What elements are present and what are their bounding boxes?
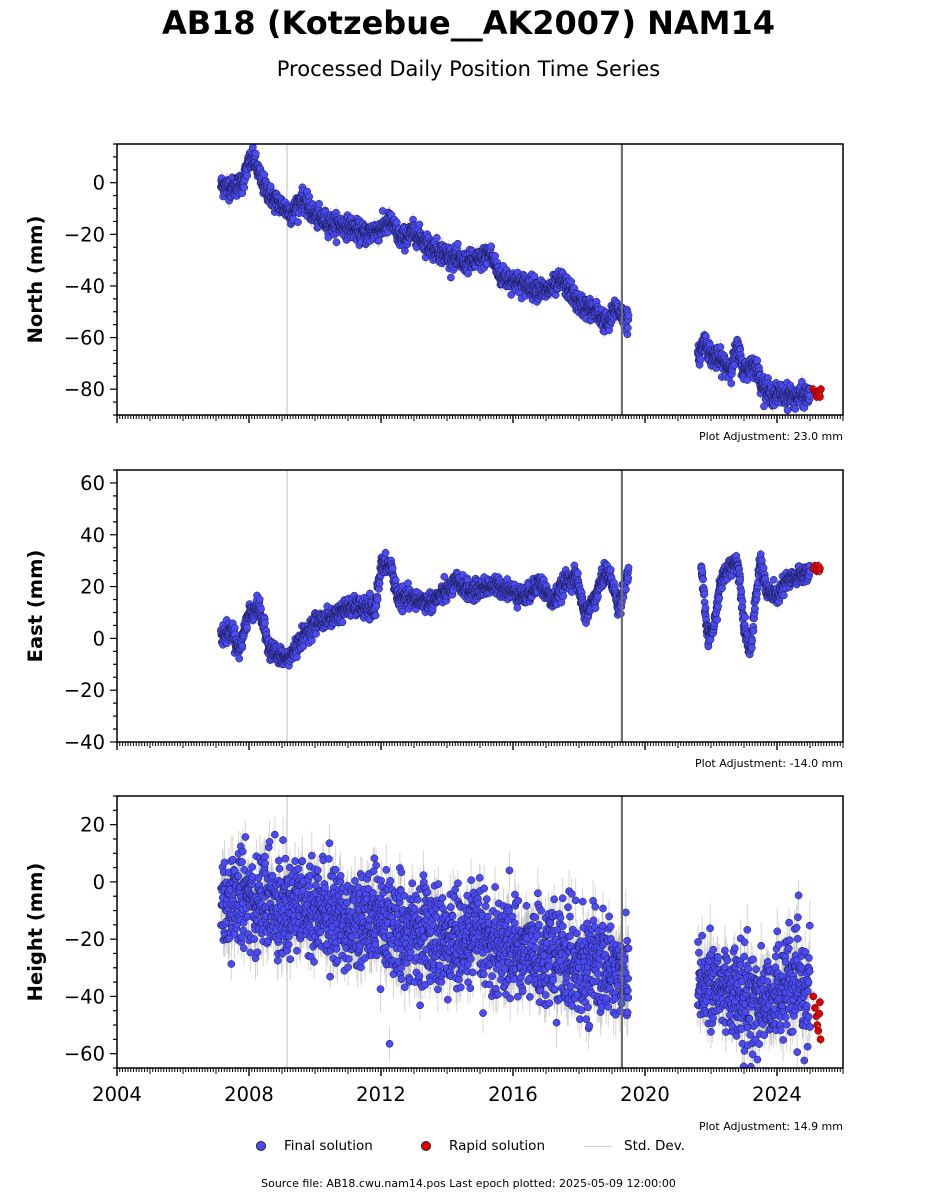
final-point [249, 144, 257, 152]
final-point [243, 171, 251, 180]
final-point [727, 379, 736, 388]
chart-subtitle: Processed Daily Position Time Series [276, 57, 661, 81]
final-point [453, 239, 462, 248]
final-point [791, 405, 800, 413]
y-axis-label: North (mm) [24, 216, 47, 344]
final-point [447, 273, 455, 282]
final-point [487, 242, 496, 251]
final-point [760, 402, 768, 411]
final-point [507, 290, 516, 299]
final-point [432, 234, 441, 242]
final-point [567, 277, 576, 286]
final-point [240, 183, 249, 192]
y-tick-label: 0 [93, 172, 105, 195]
final-point [753, 356, 762, 365]
final-point [294, 218, 302, 227]
final-point [266, 182, 275, 191]
final-point [623, 330, 632, 339]
y-tick-label: −80 [64, 378, 105, 401]
final-point [415, 220, 424, 229]
final-point [623, 324, 632, 332]
final-point [251, 149, 260, 158]
final-point [716, 343, 725, 351]
chart-title: AB18 (Kotzebue__AK2007) NAM14 [162, 4, 775, 42]
y-tick-label: −40 [64, 275, 105, 298]
y-tick-label: −60 [64, 327, 105, 350]
final-point [464, 269, 472, 278]
final-point [530, 272, 539, 281]
final-point [696, 355, 705, 364]
rapid-solution-points [809, 384, 825, 403]
final-point [315, 200, 323, 208]
rapid-point [817, 385, 825, 394]
rapid-point [816, 393, 824, 401]
final-solution-points [217, 144, 814, 415]
final-point [332, 238, 341, 247]
final-point [624, 311, 633, 320]
final-point [491, 252, 499, 260]
y-tick-label: −20 [64, 223, 105, 246]
plot-area [217, 144, 825, 415]
